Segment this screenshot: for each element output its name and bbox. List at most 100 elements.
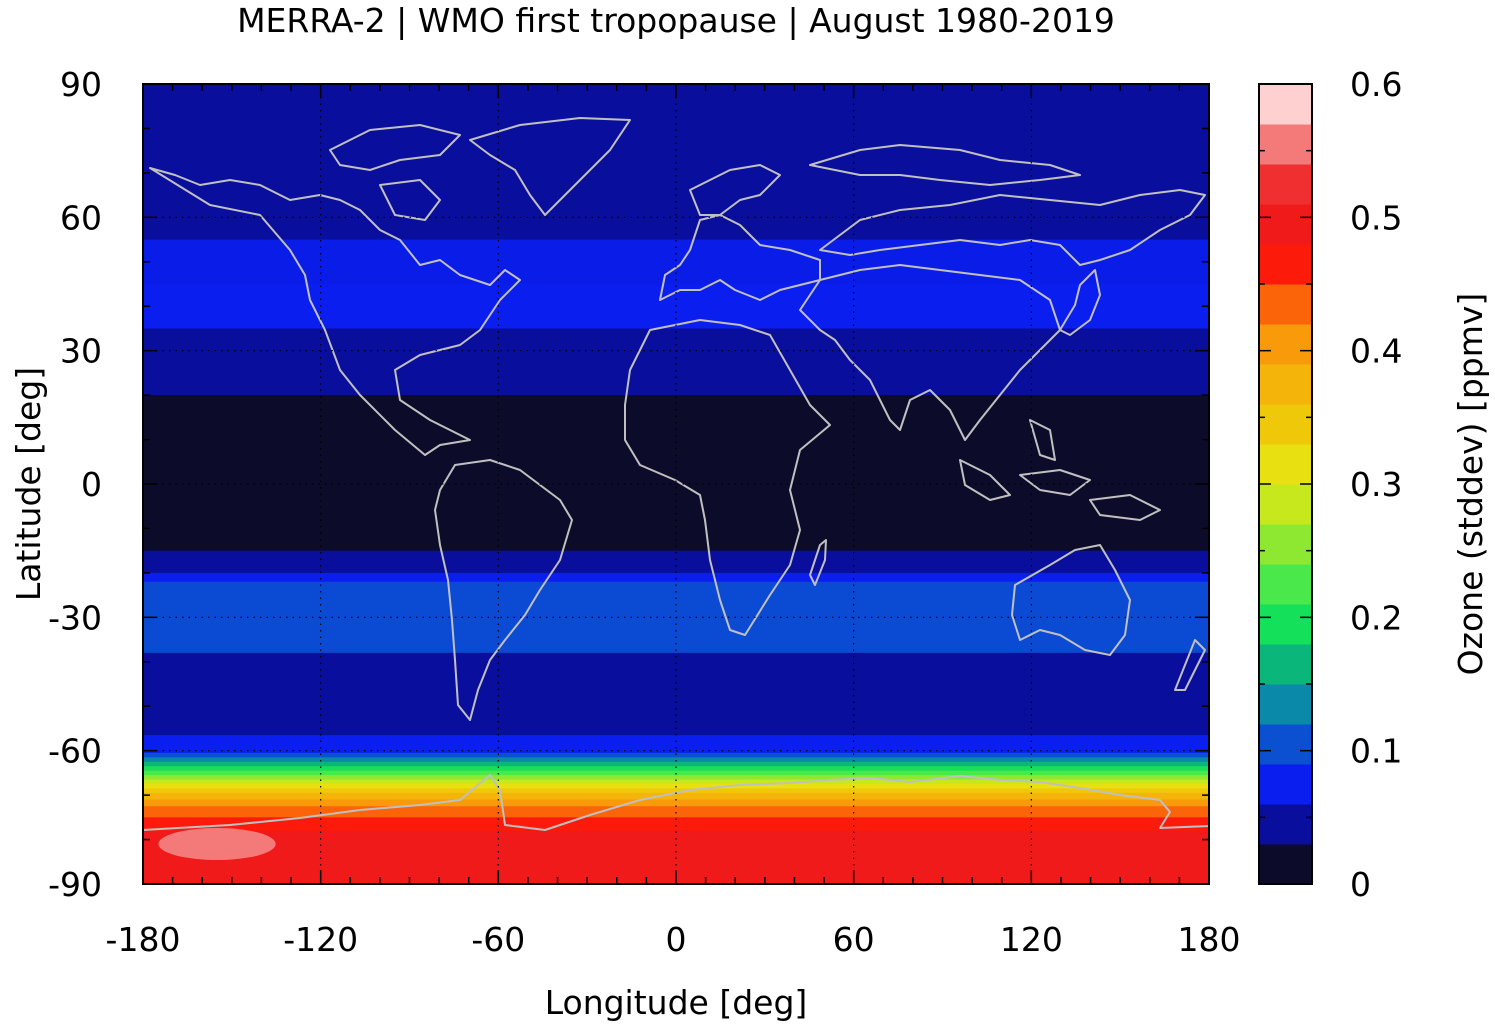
band [143,690,1209,694]
band [143,377,1209,381]
band [143,210,1209,214]
band [143,764,1209,767]
coastline-antarctica [143,774,1209,831]
band [143,868,1209,872]
band [143,144,1209,147]
band [143,224,1209,227]
band [143,672,1209,676]
band [143,804,1209,807]
band [143,712,1209,716]
band [143,368,1209,372]
band [143,717,1209,721]
band [143,392,1209,396]
colorbar-tick-label: 0.3 [1350,465,1402,504]
band [143,708,1209,712]
y-axis-label: Latitude [deg] [9,367,48,601]
band [143,730,1209,734]
colorbar-segment [1259,724,1312,765]
colorbar-segment [1259,844,1312,885]
band [143,728,1209,732]
x-tick-labels: -180 -120 -60 0 60 120 180 [106,920,1241,959]
band [143,748,1209,752]
band [143,704,1209,707]
colorbar-segment [1259,564,1312,605]
y-tick-label: 90 [60,65,102,104]
band [143,821,1209,825]
band [143,846,1209,850]
band [143,384,1209,387]
band [143,684,1209,687]
band [143,204,1209,207]
band [143,97,1209,101]
band [143,192,1209,196]
y-tick-labels: 90 60 30 0 -30 -60 -90 [48,65,102,904]
colorbar-segment [1259,644,1312,685]
colorbar-label: Ozone (stddev) [ppmv] [1451,293,1490,676]
band [143,744,1209,747]
band [143,228,1209,232]
band [143,775,1209,778]
band [143,819,1209,823]
band [143,386,1209,390]
band [143,175,1209,178]
band [143,332,1209,336]
colorbar-tick-label: 0 [1350,865,1371,904]
coastline-new-zealand [1174,639,1206,691]
band [143,366,1209,370]
plot-area [143,84,1209,884]
band [143,364,1209,367]
band [143,848,1209,852]
band [143,755,1209,758]
band [143,686,1209,690]
band [143,350,1209,354]
x-axis-label: Longitude [deg] [545,983,808,1022]
y-tick-label: 0 [81,465,102,504]
colorbar-segment [1259,764,1312,805]
colorbar-segment [1259,444,1312,485]
band [143,179,1209,183]
band [143,679,1209,683]
colorbar-tick-label: 0.5 [1350,198,1402,237]
band [143,575,1209,578]
y-tick-label: 60 [60,198,102,237]
band [143,335,1209,338]
coastline-europe [659,164,821,301]
band [143,677,1209,681]
coastline-maritime-se-asia [959,419,1161,521]
coastline-africa [624,319,831,636]
band [143,724,1209,727]
band [143,237,1209,241]
band [143,737,1209,741]
band [143,137,1209,141]
band [143,695,1209,698]
band [143,99,1209,103]
band [143,537,1209,541]
band [143,741,1209,745]
band [143,348,1209,352]
band [143,706,1209,710]
band [143,781,1209,785]
band [143,132,1209,136]
band [143,812,1209,816]
colorbar-segment [1259,484,1312,525]
x-tick-label: -180 [106,920,181,959]
band [143,788,1209,792]
band [143,150,1209,154]
colorbar-segment [1259,404,1312,445]
band [143,159,1209,163]
coastline-australia [1011,544,1131,656]
y-tick-label: 30 [60,332,102,371]
colorbar-segment [1259,604,1312,645]
band [143,719,1209,723]
y-tick-label: -30 [48,598,102,637]
coastline-asia [799,144,1206,441]
band [143,859,1209,863]
band [143,548,1209,552]
band [143,195,1209,198]
band [143,186,1209,190]
band [143,104,1209,107]
band [143,715,1209,718]
band [143,166,1209,170]
coastline-japan [1059,269,1101,336]
band [143,572,1209,576]
